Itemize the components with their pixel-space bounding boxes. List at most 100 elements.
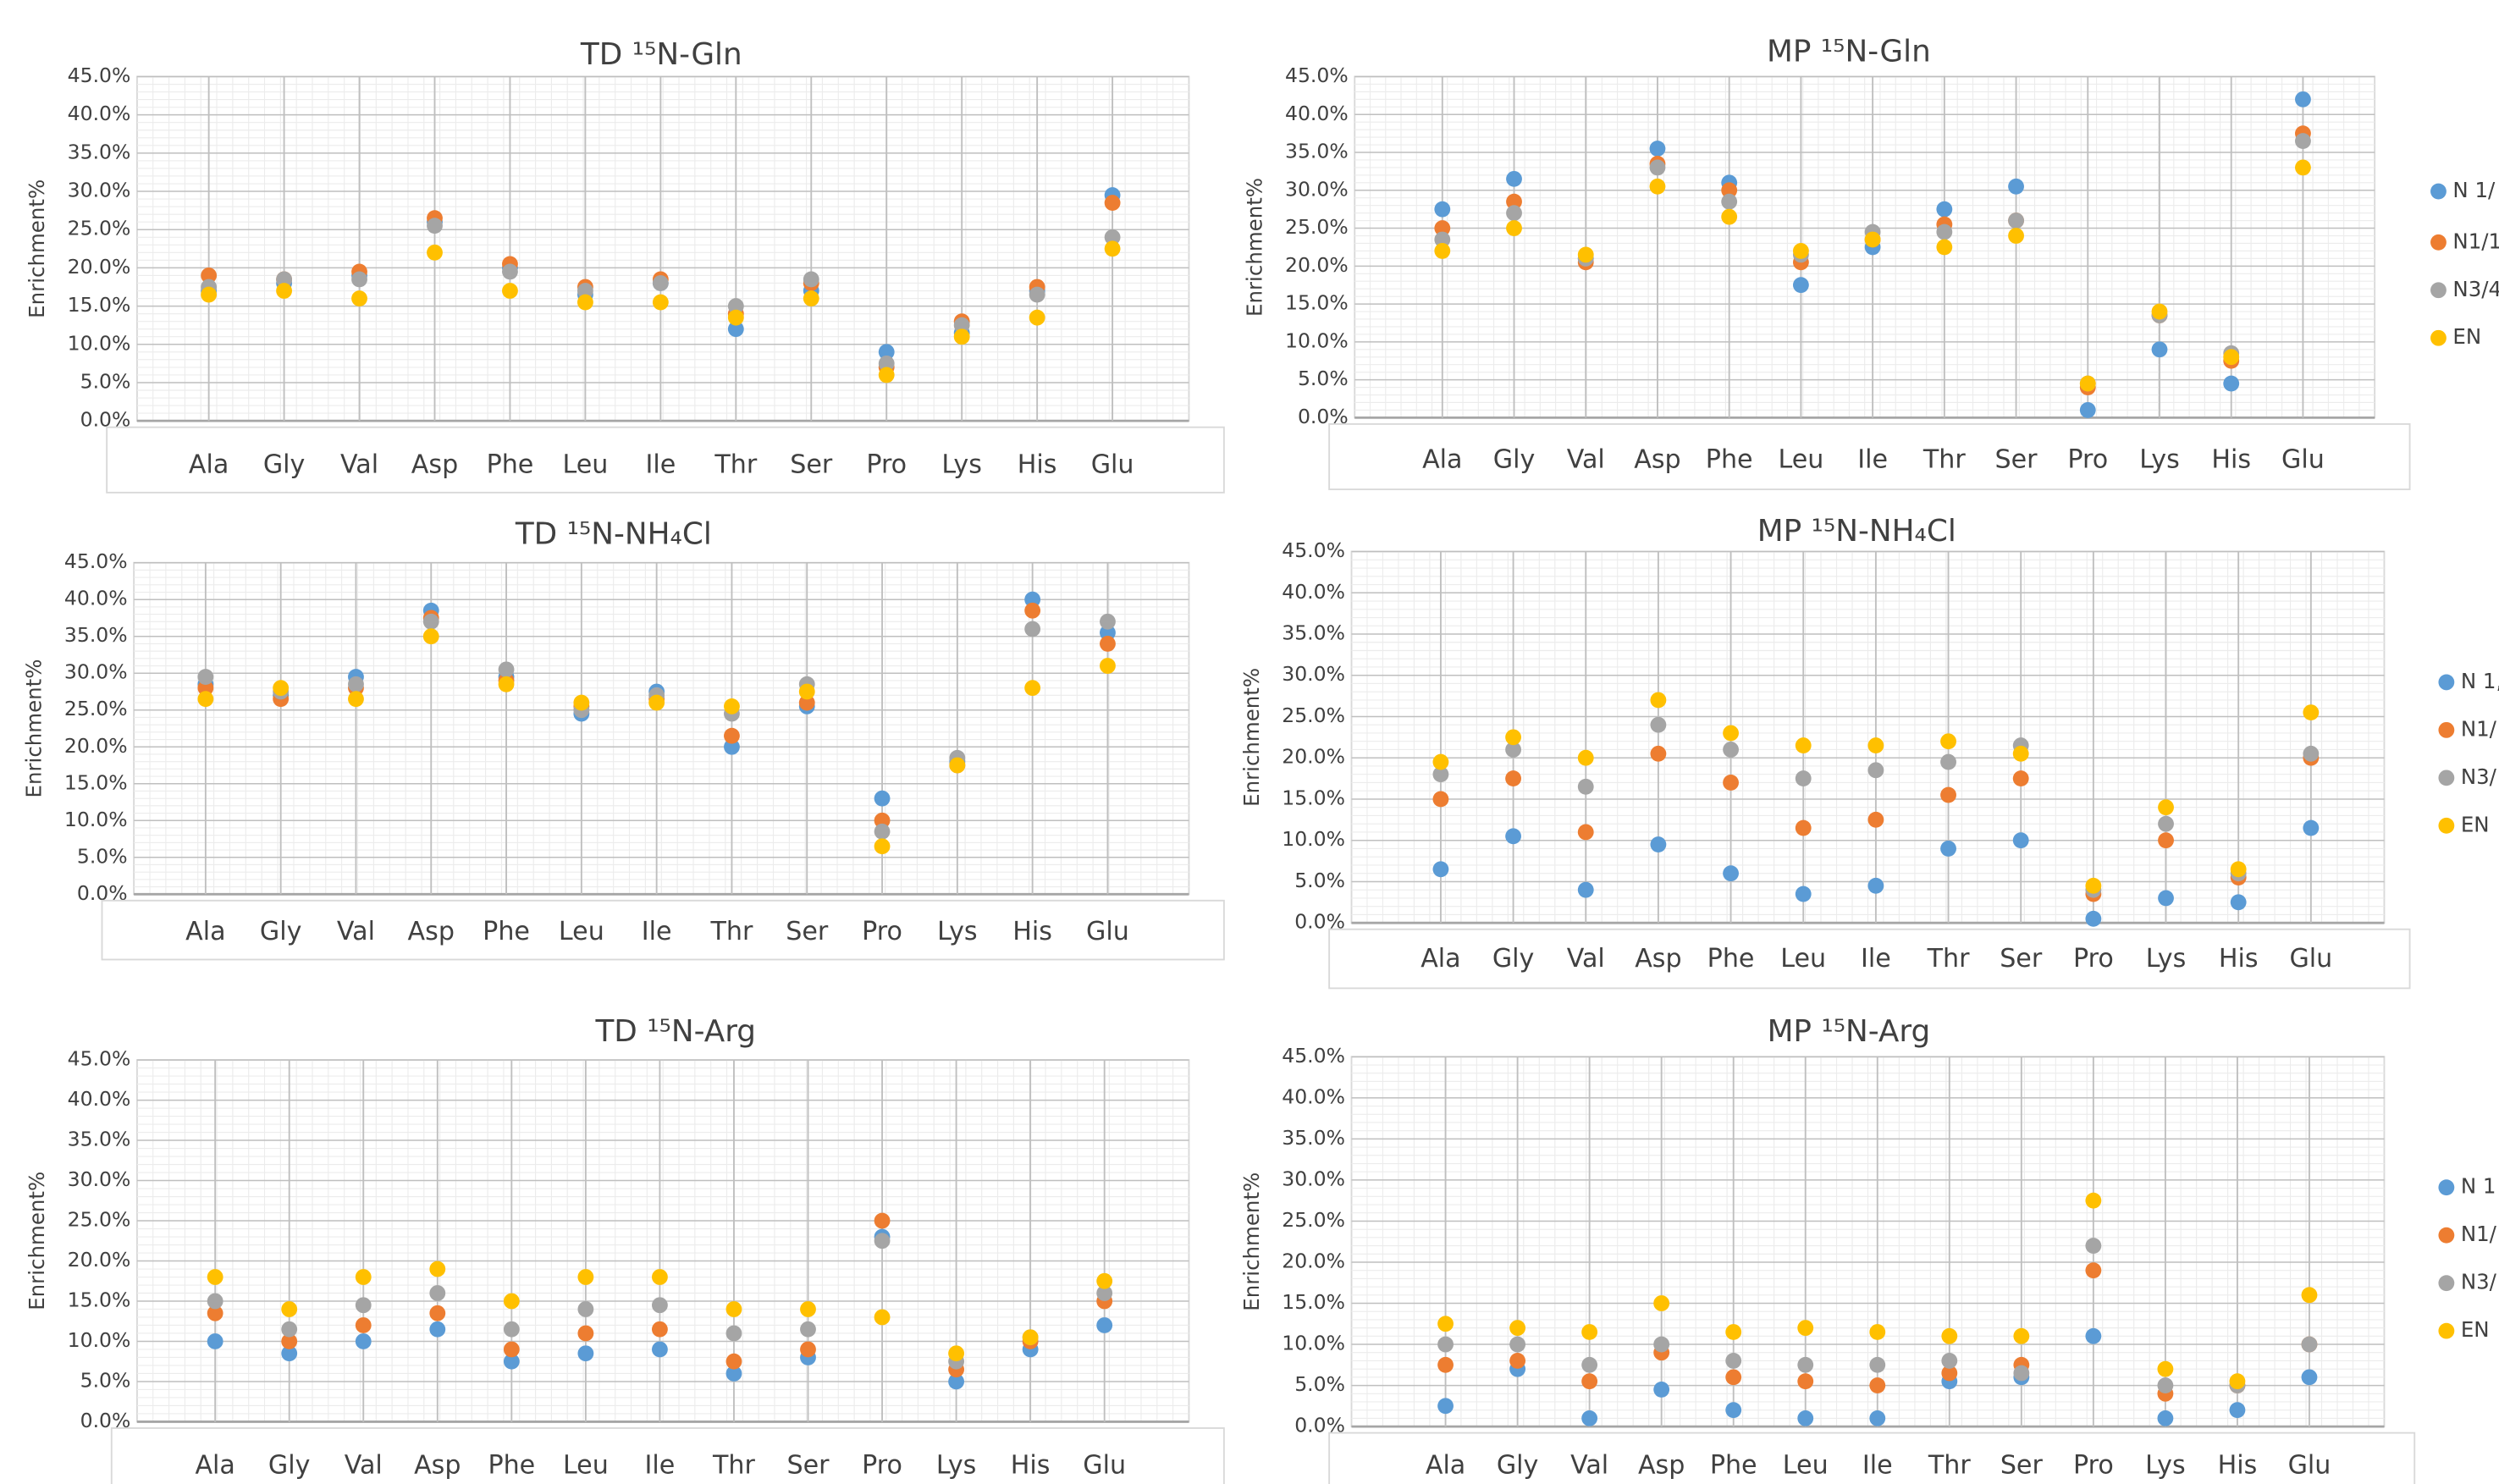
dot (422, 613, 439, 630)
x-tick-label: Ile (645, 450, 676, 479)
dot (422, 628, 439, 645)
y-tick-label: 25.0% (1282, 703, 1345, 727)
dot (1029, 286, 1045, 303)
dot (2008, 212, 2024, 229)
dot (652, 1297, 668, 1314)
dot (1795, 885, 1812, 902)
dot (1024, 680, 1041, 697)
legend-label: N 1/ (2452, 178, 2496, 202)
dot (2013, 1365, 2030, 1382)
dot (355, 1333, 372, 1349)
dot (1797, 1410, 1814, 1426)
dot (2295, 159, 2311, 176)
legend-label: N3/ (2461, 1270, 2497, 1294)
dot (2230, 861, 2247, 878)
dot (1505, 742, 1521, 758)
dot (1869, 1410, 1886, 1426)
dot (953, 317, 970, 334)
legend-label: EN (2452, 324, 2481, 349)
x-tick-label: Phe (1707, 944, 1755, 974)
x-tick-label: Ala (195, 1451, 234, 1481)
dot (427, 244, 443, 261)
chart-title: TD ¹⁵N-NH₄Cl (515, 517, 712, 552)
dot (1869, 1356, 1886, 1373)
dot (577, 1269, 594, 1285)
dot (1795, 819, 1812, 836)
x-tick-label: Val (340, 450, 378, 479)
x-tick-label: Ile (645, 1451, 676, 1481)
y-tick-label: 45.0% (64, 549, 128, 573)
dot (577, 1325, 594, 1342)
dot (1653, 1382, 1670, 1398)
dot (577, 1345, 594, 1362)
dot (1581, 1410, 1598, 1426)
dot (874, 790, 891, 807)
y-tick-label: 5.0% (1294, 1372, 1345, 1396)
dot (429, 1261, 446, 1277)
dot (1941, 1365, 1958, 1382)
y-tick-label: 30.0% (1282, 1167, 1345, 1190)
y-tick-label: 40.0% (1282, 1084, 1345, 1108)
dot (2085, 1262, 2102, 1279)
dot (1022, 1329, 1039, 1346)
x-tick-label: Phe (1706, 445, 1753, 475)
dot (1024, 591, 1041, 608)
dot (948, 1373, 965, 1390)
dot (427, 218, 443, 234)
dot (2158, 815, 2174, 832)
dot (1506, 170, 1522, 187)
x-tick-label: Glu (1086, 917, 1129, 946)
dot (348, 676, 364, 692)
dot (1509, 1320, 1526, 1337)
y-tick-label: 35.0% (68, 140, 131, 163)
legend-label: N 1 (2461, 1174, 2496, 1199)
dot (2295, 91, 2311, 108)
chart-panel: 0.0%5.0%10.0%15.0%20.0%25.0%30.0%35.0%40… (25, 1014, 1225, 1484)
x-tick-label: Lys (937, 917, 978, 946)
y-tick-label: 20.0% (1282, 745, 1345, 769)
dot (1725, 1402, 1742, 1419)
dot (648, 694, 665, 711)
dot (1940, 753, 1956, 770)
dot (1869, 1377, 1886, 1393)
dot (948, 1345, 965, 1362)
dot (2303, 819, 2320, 836)
dot (429, 1285, 446, 1301)
x-tick-label: Leu (1780, 944, 1826, 974)
dot (1505, 729, 1521, 746)
dot (1100, 624, 1116, 641)
legend-label: EN (2461, 1317, 2490, 1342)
y-tick-label: 15.0% (1285, 291, 1349, 315)
legend-marker (2438, 817, 2455, 834)
legend-marker (2438, 1179, 2455, 1196)
chart-panel: 0.0%5.0%10.0%15.0%20.0%25.0%30.0%35.0%40… (25, 37, 1225, 494)
legend-label: N1/ (2461, 1222, 2497, 1246)
x-tick-label: Asp (1634, 445, 1680, 475)
dot (949, 757, 966, 774)
x-tick-label: Thr (1927, 944, 1970, 974)
dot (1792, 277, 1809, 294)
y-tick-label: 30.0% (1282, 662, 1345, 686)
dot (1096, 1285, 1113, 1301)
dot (576, 294, 593, 311)
dot (1864, 231, 1881, 248)
y-tick-label: 25.0% (1282, 1208, 1345, 1232)
dot (1577, 246, 1594, 263)
dot (652, 1341, 668, 1358)
y-axis-label: Enrichment% (25, 1172, 49, 1310)
x-tick-label: Ala (1421, 944, 1460, 974)
x-tick-label: Gly (260, 917, 302, 946)
x-tick-label: His (1018, 450, 1057, 479)
dot (2151, 341, 2168, 358)
dot (1437, 1398, 1454, 1415)
x-tick-label: Ile (642, 917, 672, 946)
x-tick-label: Asp (408, 917, 455, 946)
dot (2301, 1287, 2318, 1304)
legend-marker (2430, 234, 2447, 251)
dot (874, 1233, 891, 1250)
chart-title: MP ¹⁵N-Gln (1767, 34, 1931, 69)
dot (727, 309, 744, 326)
dot (1940, 733, 1956, 750)
y-tick-label: 45.0% (1282, 1044, 1345, 1067)
dot (1096, 1317, 1113, 1333)
